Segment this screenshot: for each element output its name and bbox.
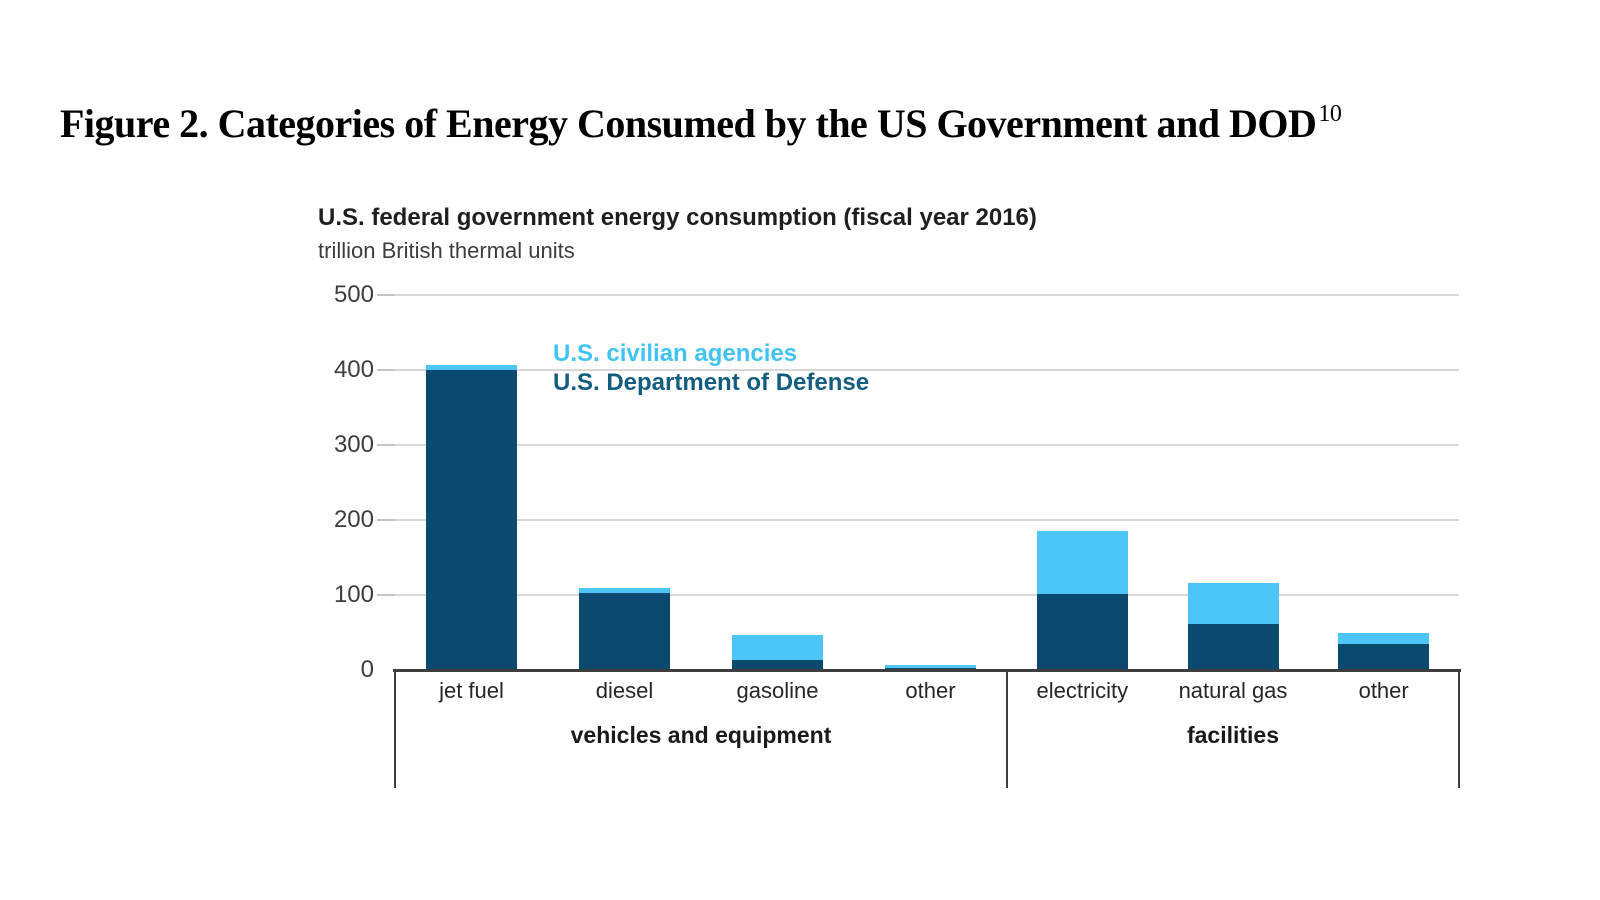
gridline-500	[395, 294, 1459, 296]
bar-natural-gas-civilian	[1187, 582, 1279, 624]
y-axis-label-300: 300	[333, 431, 374, 458]
group-divider-line	[1006, 670, 1008, 788]
chart-title: U.S. federal government energy consumpti…	[318, 204, 1037, 231]
bar-jet-fuel-civilian	[426, 365, 517, 370]
y-tick-500	[377, 294, 395, 296]
category-label-natural-gas: natural gas	[1178, 678, 1288, 703]
gridline-200	[395, 519, 1459, 521]
legend-item-u-s-department-of-defense: U.S. Department of Defense	[553, 369, 870, 396]
gridline-300	[395, 444, 1459, 446]
bar-other-dod	[1338, 644, 1430, 669]
bar-diesel-dod	[579, 593, 670, 669]
chart-subtitle: trillion British thermal units	[318, 238, 575, 263]
bar-diesel-civilian	[579, 588, 670, 594]
x-axis-line	[393, 668, 1461, 672]
category-label-diesel: diesel	[595, 678, 654, 703]
category-label-other: other	[1358, 678, 1409, 703]
category-label-electricity: electricity	[1036, 678, 1129, 703]
chart-legend: U.S. civilian agencies U.S. Department of…	[553, 339, 869, 397]
category-label-gasoline: gasoline	[736, 678, 819, 703]
y-tick-400	[377, 369, 395, 371]
gridline-100	[395, 594, 1459, 596]
bar-gasoline-civilian	[732, 635, 823, 660]
footnote-marker: 10	[1318, 100, 1342, 127]
y-tick-200	[377, 519, 395, 521]
y-axis-label-200: 200	[333, 506, 374, 533]
category-box-edge	[394, 670, 396, 788]
bar-natural-gas-dod	[1187, 624, 1279, 669]
y-tick-100	[377, 594, 395, 596]
y-axis-label-500: 500	[333, 281, 374, 308]
legend-item-u-s-civilian-agencies: U.S. civilian agencies	[553, 340, 798, 367]
bar-gasoline-dod	[732, 660, 823, 669]
category-box-edge	[1458, 670, 1460, 788]
bar-other-civilian	[1338, 633, 1430, 645]
figure-title-text: Figure 2. Categories of Energy Consumed …	[60, 101, 1317, 146]
category-label-jet-fuel: jet fuel	[439, 678, 504, 703]
group-label-facilities: facilities	[1186, 722, 1280, 748]
y-axis-label-400: 400	[333, 356, 374, 383]
figure-title: Figure 2. Categories of Energy Consumed …	[60, 100, 1342, 147]
bar-electricity-civilian	[1036, 531, 1128, 594]
category-label-other: other	[905, 678, 956, 703]
bar-electricity-dod	[1036, 594, 1128, 669]
bar-jet-fuel-dod	[426, 369, 517, 669]
y-axis-label-100: 100	[333, 581, 374, 608]
group-label-vehicles-and-equipment: vehicles and equipment	[570, 722, 832, 748]
y-tick-300	[377, 444, 395, 446]
bar-other-civilian	[885, 664, 976, 669]
gridline-400	[395, 369, 1459, 371]
y-axis-label-0: 0	[360, 656, 374, 683]
